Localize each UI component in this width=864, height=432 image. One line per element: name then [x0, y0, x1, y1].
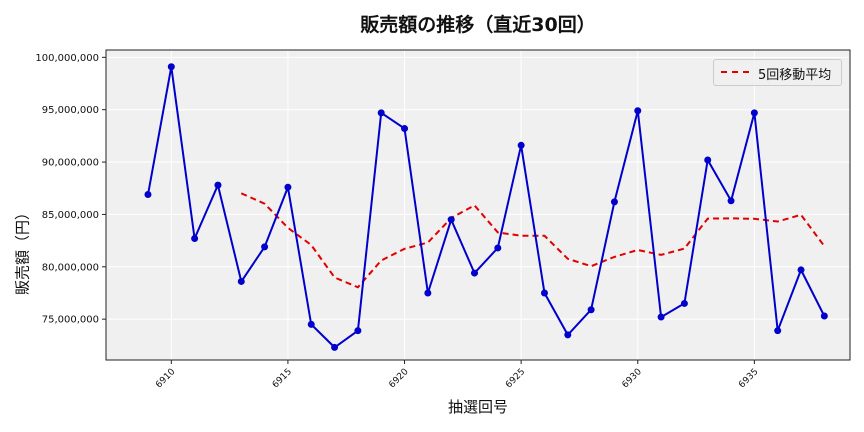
legend-dash-swatch — [721, 71, 749, 73]
data-point — [261, 243, 269, 251]
y-tick-label: 90,000,000 — [42, 158, 99, 169]
plot-frame — [105, 49, 851, 361]
data-point — [447, 216, 455, 224]
grid-lines — [106, 50, 850, 360]
data-point — [774, 327, 782, 335]
y-axis-ticks: 75,000,000 80,000,000 85,000,000 90,000,000… — [35, 53, 106, 326]
data-point — [471, 269, 479, 277]
data-point — [331, 343, 339, 351]
data-point — [610, 198, 618, 206]
x-tick-label: 6920 — [387, 367, 410, 390]
data-point — [517, 141, 525, 149]
data-point — [634, 107, 642, 115]
x-tick-label: 6935 — [737, 367, 760, 390]
data-point — [540, 289, 548, 297]
data-point — [704, 156, 712, 164]
y-tick-label: 80,000,000 — [42, 262, 99, 273]
x-tick-label: 6910 — [154, 367, 177, 390]
y-tick-label: 85,000,000 — [42, 210, 99, 221]
x-tick-label: 6930 — [621, 367, 644, 390]
x-axis-label: 抽選回号 — [447, 398, 508, 416]
chart-title: 販売額の推移（直近30回） — [360, 14, 596, 36]
data-point — [377, 109, 385, 117]
data-point — [564, 331, 572, 339]
data-point — [727, 197, 735, 205]
x-axis-ticks: 6910 6915 6920 6925 6930 6935 — [154, 360, 760, 390]
data-point — [144, 191, 152, 199]
data-point — [424, 289, 432, 297]
y-axis-label: 販売額（円） — [13, 204, 32, 296]
moving-average-line — [240, 192, 826, 289]
data-point — [214, 181, 222, 189]
data-point — [191, 235, 199, 243]
y-tick-label: 75,000,000 — [42, 315, 99, 326]
x-tick-label: 6925 — [504, 367, 527, 390]
legend-label: 5回移動平均 — [758, 68, 832, 83]
data-point — [820, 312, 828, 320]
data-point — [307, 320, 315, 328]
data-point — [797, 266, 805, 274]
data-point — [680, 299, 688, 307]
y-tick-label: 95,000,000 — [42, 105, 99, 116]
data-point — [401, 125, 409, 133]
data-point — [494, 244, 502, 252]
x-tick-label: 6915 — [271, 367, 294, 390]
sales-line — [144, 63, 828, 351]
legend: 5回移動平均 — [713, 59, 842, 86]
data-point — [354, 327, 362, 335]
data-point — [587, 306, 595, 314]
data-point — [657, 313, 665, 321]
data-point — [284, 183, 292, 191]
plot-area — [106, 50, 850, 360]
data-point — [750, 109, 758, 117]
y-tick-label: 100,000,000 — [35, 53, 99, 64]
data-point — [237, 277, 245, 285]
data-point — [167, 63, 175, 71]
